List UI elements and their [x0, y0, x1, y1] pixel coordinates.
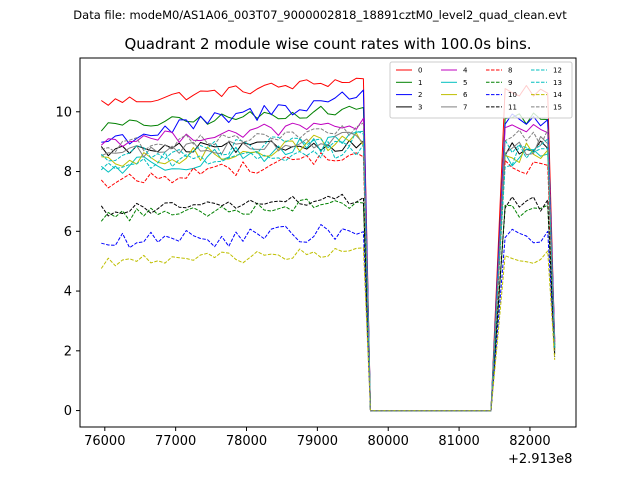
series-line-3: [100, 140, 556, 412]
legend-label-7: 7: [463, 103, 467, 111]
y-tick-label: 6: [64, 225, 72, 240]
legend-label-14: 14: [553, 91, 562, 99]
chart-title: Quadrant 2 module wise count rates with …: [124, 35, 532, 53]
legend-label-9: 9: [508, 79, 512, 87]
series-line-15: [101, 122, 556, 412]
y-tick-label: 10: [55, 105, 72, 120]
x-tick-label: 78000: [226, 434, 267, 449]
x-tick-label: 80000: [368, 434, 409, 449]
plot-frame: [79, 57, 577, 428]
legend-label-4: 4: [463, 67, 468, 75]
series-layer: [100, 77, 556, 412]
series-line-9: [100, 198, 556, 412]
series-line-11: [100, 193, 556, 412]
series-line-12: [100, 141, 556, 412]
x-offset-label: +2.913e8: [508, 452, 573, 467]
legend-box: [389, 61, 573, 119]
series-line-0: [101, 77, 556, 412]
y-tick-label: 8: [64, 165, 72, 180]
legend-label-6: 6: [463, 91, 468, 99]
series-line-4: [100, 117, 556, 412]
x-tick-label: 82000: [509, 434, 550, 449]
x-tick-label: 79000: [297, 434, 338, 449]
series-line-7: [101, 131, 556, 412]
legend-label-2: 2: [418, 91, 422, 99]
series-line-13: [100, 130, 556, 412]
series-line-1: [100, 105, 556, 412]
series-line-6: [101, 132, 556, 412]
series-line-14: [100, 247, 556, 412]
y-tick-label: 2: [64, 344, 72, 359]
y-tick-label: 0: [64, 404, 72, 419]
legend-label-0: 0: [418, 67, 422, 75]
legend-label-8: 8: [508, 67, 512, 75]
legend-label-1: 1: [418, 79, 422, 87]
series-line-5: [100, 130, 556, 412]
figure-suptitle: Data file: modeM0/AS1A06_003T07_90000028…: [73, 8, 567, 22]
y-tick-label: 4: [64, 285, 72, 300]
series-line-10: [101, 224, 556, 412]
legend-label-3: 3: [418, 103, 422, 111]
series-line-8: [100, 152, 556, 412]
x-tick-label: 77000: [155, 434, 196, 449]
legend-label-11: 11: [508, 103, 517, 111]
x-tick-label: 76000: [84, 434, 125, 449]
legend-label-15: 15: [553, 103, 562, 111]
legend-label-10: 10: [508, 91, 517, 99]
legend-label-5: 5: [463, 79, 467, 87]
axes-layer: 76000 77000 78000 79000 80000 81000 82000 0 2 4 6 8…: [55, 105, 550, 449]
x-tick-label: 81000: [438, 434, 479, 449]
legend-label-12: 12: [553, 67, 562, 75]
legend-label-13: 13: [553, 79, 562, 87]
